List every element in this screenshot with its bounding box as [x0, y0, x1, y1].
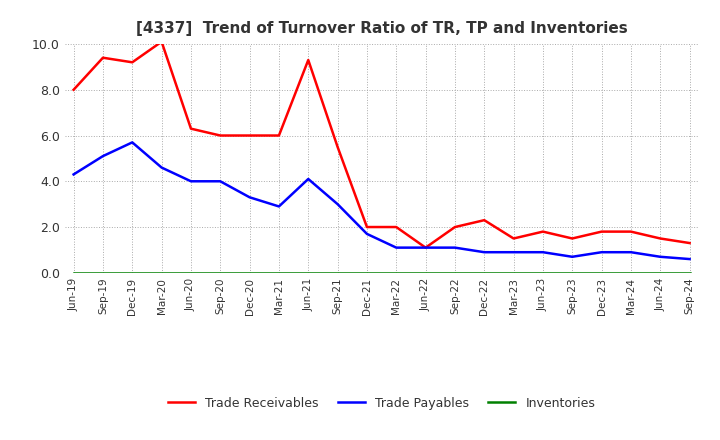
Inventories	[626, 270, 635, 275]
Trade Receivables	[69, 87, 78, 92]
Inventories	[186, 270, 195, 275]
Inventories	[568, 270, 577, 275]
Trade Payables	[392, 245, 400, 250]
Inventories	[598, 270, 606, 275]
Trade Receivables	[568, 236, 577, 241]
Trade Receivables	[539, 229, 547, 234]
Trade Receivables	[216, 133, 225, 138]
Inventories	[451, 270, 459, 275]
Trade Receivables	[598, 229, 606, 234]
Inventories	[128, 270, 137, 275]
Trade Payables	[128, 140, 137, 145]
Inventories	[656, 270, 665, 275]
Trade Payables	[626, 249, 635, 255]
Trade Receivables	[274, 133, 283, 138]
Inventories	[274, 270, 283, 275]
Trade Payables	[363, 231, 372, 237]
Trade Payables	[568, 254, 577, 260]
Trade Receivables	[333, 144, 342, 150]
Trade Receivables	[626, 229, 635, 234]
Trade Receivables	[656, 236, 665, 241]
Trade Payables	[685, 257, 694, 262]
Inventories	[216, 270, 225, 275]
Trade Receivables	[363, 224, 372, 230]
Inventories	[99, 270, 107, 275]
Trade Receivables	[304, 57, 312, 62]
Inventories	[363, 270, 372, 275]
Inventories	[480, 270, 489, 275]
Trade Payables	[451, 245, 459, 250]
Trade Payables	[656, 254, 665, 260]
Trade Receivables	[509, 236, 518, 241]
Trade Payables	[246, 194, 254, 200]
Trade Payables	[99, 154, 107, 159]
Trade Receivables	[421, 245, 430, 250]
Inventories	[304, 270, 312, 275]
Trade Payables	[480, 249, 489, 255]
Trade Receivables	[186, 126, 195, 131]
Inventories	[69, 270, 78, 275]
Trade Payables	[69, 172, 78, 177]
Inventories	[539, 270, 547, 275]
Trade Payables	[598, 249, 606, 255]
Trade Receivables	[480, 217, 489, 223]
Inventories	[421, 270, 430, 275]
Trade Payables	[421, 245, 430, 250]
Line: Trade Payables: Trade Payables	[73, 143, 690, 259]
Trade Payables	[274, 204, 283, 209]
Trade Payables	[304, 176, 312, 182]
Trade Payables	[539, 249, 547, 255]
Trade Receivables	[99, 55, 107, 60]
Trade Receivables	[157, 39, 166, 44]
Line: Trade Receivables: Trade Receivables	[73, 42, 690, 248]
Trade Payables	[216, 179, 225, 184]
Legend: Trade Receivables, Trade Payables, Inventories: Trade Receivables, Trade Payables, Inven…	[163, 392, 600, 415]
Trade Receivables	[128, 60, 137, 65]
Inventories	[246, 270, 254, 275]
Title: [4337]  Trend of Turnover Ratio of TR, TP and Inventories: [4337] Trend of Turnover Ratio of TR, TP…	[136, 21, 627, 36]
Inventories	[509, 270, 518, 275]
Trade Receivables	[451, 224, 459, 230]
Inventories	[333, 270, 342, 275]
Trade Receivables	[246, 133, 254, 138]
Trade Payables	[509, 249, 518, 255]
Trade Payables	[157, 165, 166, 170]
Inventories	[392, 270, 400, 275]
Trade Payables	[186, 179, 195, 184]
Trade Payables	[333, 202, 342, 207]
Trade Receivables	[685, 240, 694, 246]
Inventories	[157, 270, 166, 275]
Trade Receivables	[392, 224, 400, 230]
Inventories	[685, 270, 694, 275]
